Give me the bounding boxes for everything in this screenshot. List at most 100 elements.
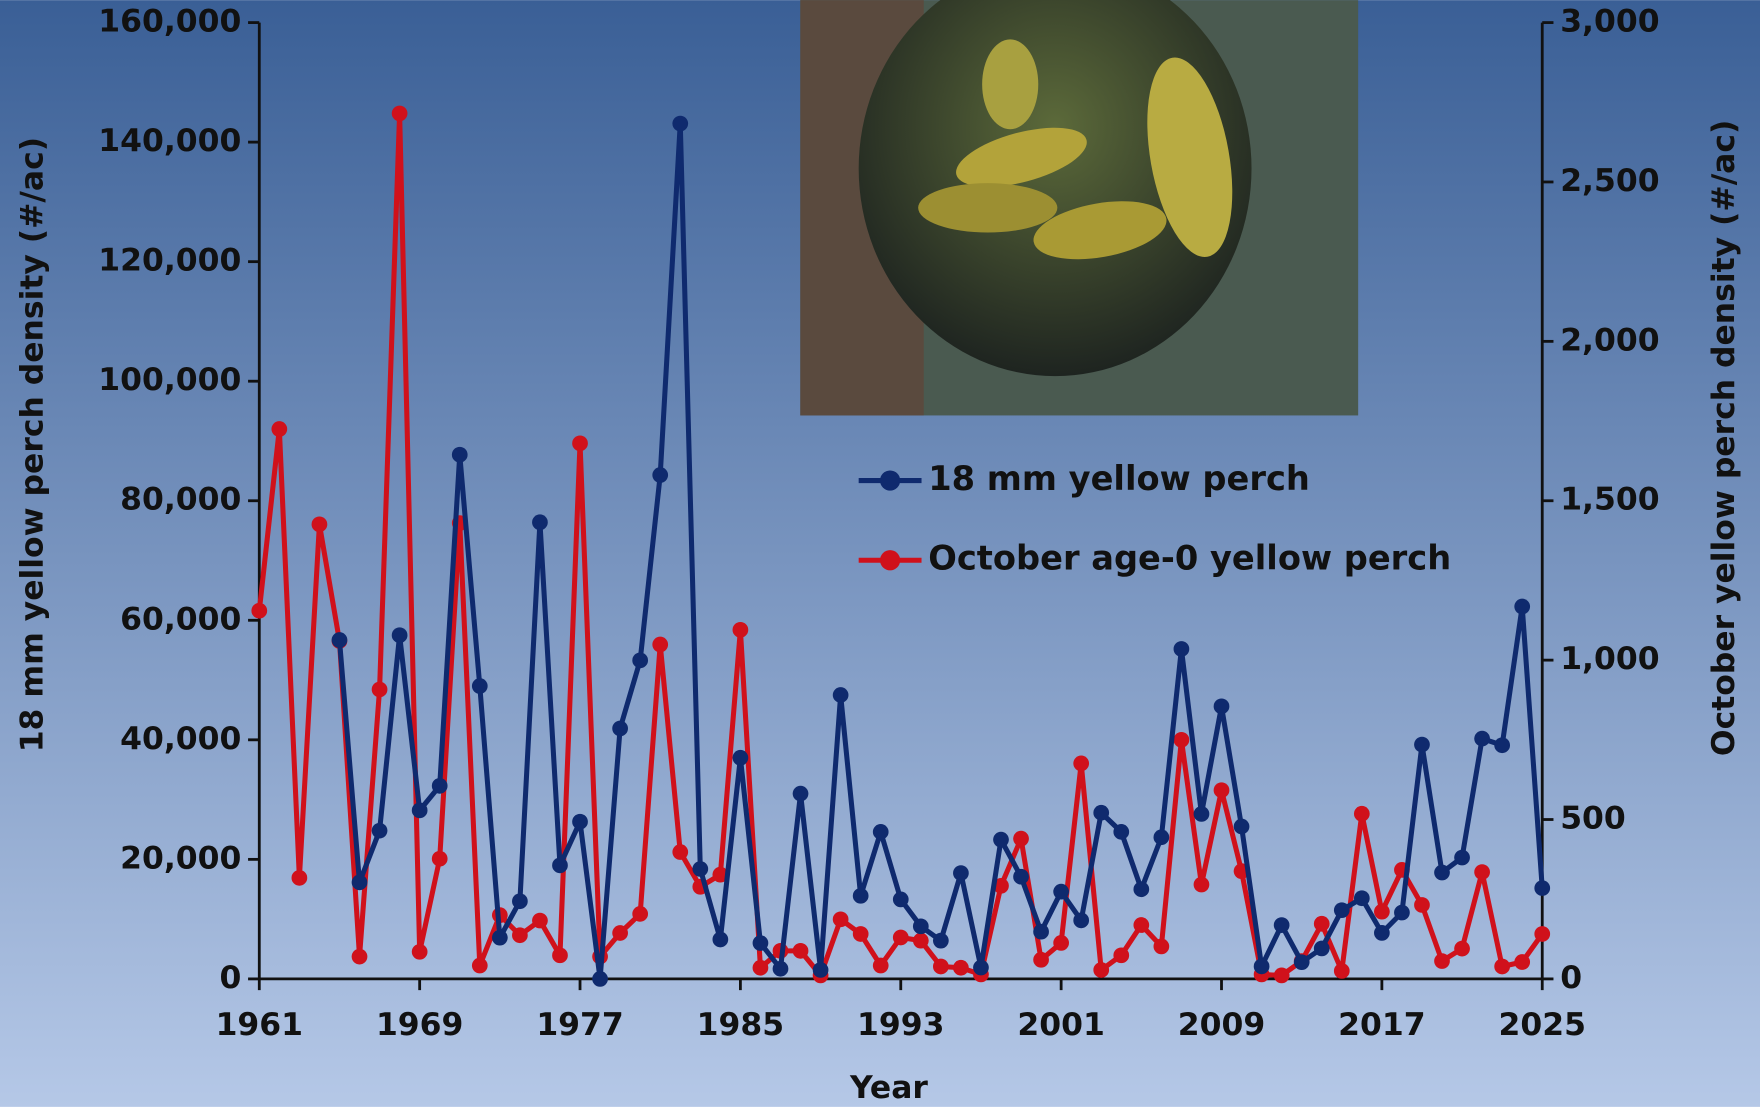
data-point — [933, 932, 949, 949]
legend-marker — [880, 470, 901, 491]
data-point — [311, 516, 328, 533]
y2-tick-label: 2,500 — [1560, 163, 1659, 199]
data-point — [1093, 804, 1110, 821]
data-point — [1173, 731, 1190, 748]
legend-label: October age-0 yellow perch — [928, 539, 1451, 578]
data-point — [1474, 864, 1490, 880]
data-point — [852, 926, 869, 942]
data-point — [1213, 782, 1230, 799]
data-point — [391, 105, 408, 122]
y2-axis-title: October yellow perch density (#/ac) — [1706, 120, 1742, 756]
y-tick-label: 40,000 — [120, 721, 241, 757]
y-tick-label: 100,000 — [98, 362, 241, 398]
data-point — [1233, 818, 1250, 835]
x-tick-label: 2025 — [1499, 1007, 1586, 1043]
data-point — [251, 602, 268, 619]
photo — [800, 0, 1359, 416]
data-point — [933, 958, 949, 975]
data-point — [1534, 926, 1551, 942]
data-point — [973, 959, 989, 976]
y2-tick-label: 1,000 — [1560, 641, 1659, 677]
data-point — [1213, 698, 1230, 715]
data-point — [953, 865, 969, 881]
data-point — [371, 681, 388, 698]
data-point — [612, 720, 628, 737]
data-point — [1353, 805, 1370, 822]
data-point — [1153, 938, 1170, 955]
data-point — [532, 514, 548, 531]
x-tick-label: 2001 — [1017, 1007, 1104, 1043]
data-point — [572, 813, 588, 830]
data-point — [1494, 737, 1511, 754]
data-point — [351, 874, 368, 891]
data-point — [1414, 736, 1430, 753]
data-point — [552, 857, 568, 874]
data-point — [1273, 967, 1290, 984]
data-point — [1474, 730, 1490, 747]
data-point — [471, 678, 488, 694]
data-point — [1013, 830, 1029, 847]
data-point — [1033, 923, 1049, 940]
data-point — [1073, 912, 1090, 929]
data-point — [993, 831, 1009, 848]
data-point — [652, 467, 669, 483]
y-tick-label: 80,000 — [120, 482, 241, 518]
x-tick-label: 2017 — [1338, 1007, 1425, 1043]
data-point — [732, 749, 749, 766]
data-point — [872, 957, 889, 974]
data-point — [572, 435, 588, 452]
y-tick-label: 160,000 — [98, 4, 241, 40]
data-point — [1093, 962, 1110, 978]
data-point — [592, 971, 608, 987]
data-point — [512, 893, 528, 910]
data-point — [1434, 953, 1450, 969]
data-point — [271, 421, 288, 437]
data-point — [552, 947, 568, 964]
data-point — [752, 935, 769, 951]
data-point — [1133, 881, 1150, 898]
y2-tick-label: 1,500 — [1560, 482, 1659, 518]
data-point — [772, 960, 789, 977]
data-point — [331, 632, 348, 648]
legend-label: 18 mm yellow perch — [928, 459, 1310, 498]
data-point — [652, 636, 669, 653]
data-point — [792, 942, 809, 959]
data-point — [1173, 641, 1190, 657]
data-point — [672, 844, 689, 860]
data-point — [712, 866, 729, 883]
data-point — [692, 861, 709, 877]
data-point — [1374, 903, 1390, 920]
data-point — [471, 957, 488, 974]
data-point — [1133, 917, 1150, 933]
data-point — [832, 911, 849, 928]
data-point — [1414, 897, 1430, 913]
data-point — [411, 943, 428, 960]
data-point — [351, 948, 368, 965]
data-point — [912, 932, 929, 949]
data-point — [672, 115, 689, 132]
x-tick-label: 2009 — [1178, 1007, 1265, 1043]
legend-marker — [880, 550, 901, 571]
data-point — [1454, 940, 1470, 957]
x-tick-label: 1977 — [536, 1007, 623, 1043]
data-point — [1193, 806, 1210, 822]
data-point — [451, 446, 468, 463]
data-point — [431, 850, 448, 867]
data-point — [1073, 755, 1090, 772]
y-tick-label: 20,000 — [120, 840, 241, 876]
x-tick-label: 1969 — [376, 1007, 463, 1043]
data-point — [1273, 917, 1290, 933]
data-point — [491, 929, 508, 946]
data-point — [1313, 915, 1330, 932]
data-point — [411, 802, 428, 819]
data-point — [732, 621, 749, 638]
data-point — [852, 887, 869, 904]
data-point — [1454, 849, 1470, 866]
data-point — [1494, 958, 1511, 975]
data-point — [532, 912, 548, 929]
data-point — [612, 925, 628, 941]
data-point — [1053, 935, 1069, 951]
data-point — [1033, 951, 1049, 968]
